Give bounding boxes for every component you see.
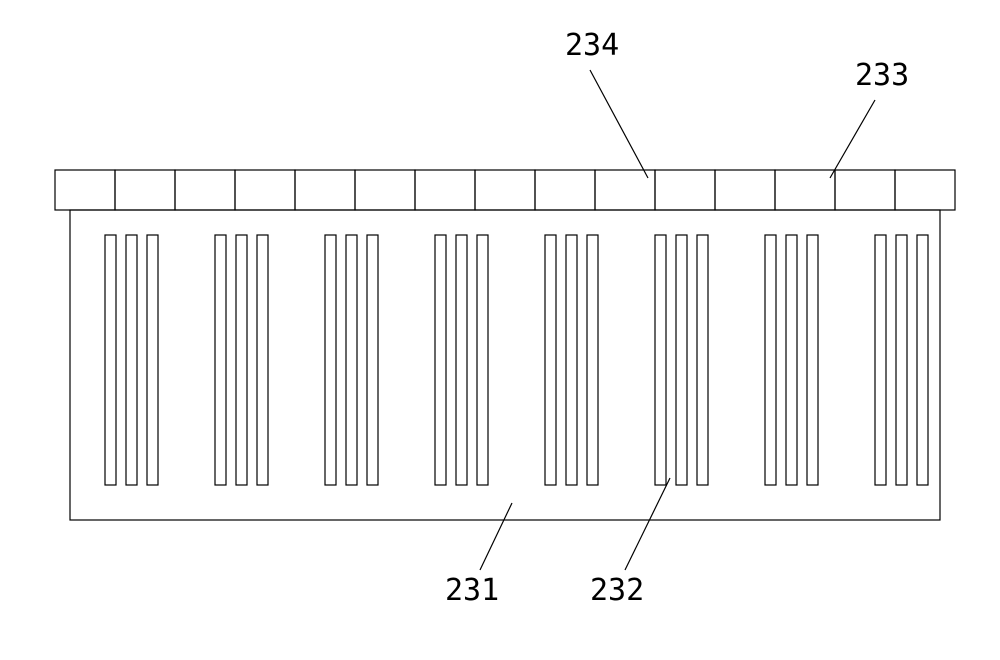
slot	[346, 235, 357, 485]
strip-cell	[895, 170, 955, 210]
slot	[765, 235, 776, 485]
slot	[477, 235, 488, 485]
slot	[435, 235, 446, 485]
slot	[896, 235, 907, 485]
leader-232	[625, 478, 670, 570]
slot	[215, 235, 226, 485]
slot	[545, 235, 556, 485]
strip-cell	[835, 170, 895, 210]
top-strip	[55, 170, 955, 210]
strip-cell	[295, 170, 355, 210]
strip-cell	[595, 170, 655, 210]
strip-cell	[55, 170, 115, 210]
strip-cell	[475, 170, 535, 210]
slot-groups	[105, 235, 928, 485]
main-body	[70, 210, 940, 520]
slot	[236, 235, 247, 485]
strip-cell	[235, 170, 295, 210]
slot	[587, 235, 598, 485]
slot	[126, 235, 137, 485]
slot	[456, 235, 467, 485]
label-234: 234	[565, 28, 619, 63]
slot	[875, 235, 886, 485]
slot	[566, 235, 577, 485]
strip-cell	[775, 170, 835, 210]
slot	[257, 235, 268, 485]
slot	[697, 235, 708, 485]
leader-231	[480, 503, 512, 570]
slot	[105, 235, 116, 485]
label-233: 233	[855, 58, 909, 93]
slot	[325, 235, 336, 485]
slot	[655, 235, 666, 485]
slot	[676, 235, 687, 485]
slot	[786, 235, 797, 485]
slot	[367, 235, 378, 485]
leader-234	[590, 70, 648, 178]
slot	[147, 235, 158, 485]
strip-cell	[535, 170, 595, 210]
slot	[917, 235, 928, 485]
label-232: 232	[590, 573, 644, 608]
strip-cell	[715, 170, 775, 210]
strip-cell	[355, 170, 415, 210]
strip-cell	[175, 170, 235, 210]
strip-cell	[655, 170, 715, 210]
technical-diagram: 234 233 231 232	[0, 0, 1000, 660]
strip-cell	[115, 170, 175, 210]
label-231: 231	[445, 573, 499, 608]
slot	[807, 235, 818, 485]
strip-cell	[415, 170, 475, 210]
leader-233	[830, 100, 875, 178]
